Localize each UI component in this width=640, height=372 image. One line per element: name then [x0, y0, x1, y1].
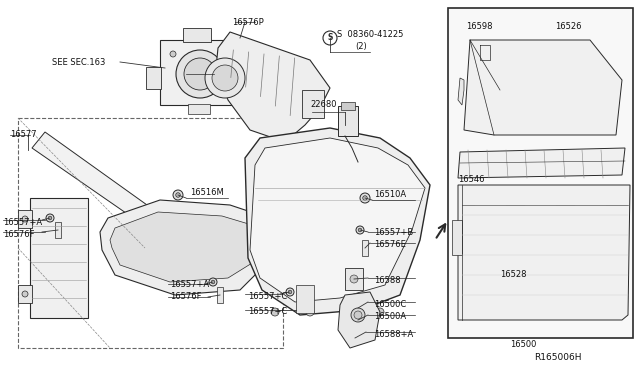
Polygon shape	[32, 132, 175, 240]
Bar	[217, 287, 223, 303]
Polygon shape	[216, 32, 330, 142]
Bar	[30, 198, 88, 318]
Text: 16516M: 16516M	[190, 188, 224, 197]
Polygon shape	[458, 185, 630, 320]
Bar	[18, 118, 283, 348]
Circle shape	[341, 308, 349, 316]
Text: 16500A: 16500A	[374, 312, 406, 321]
Text: 16576E: 16576E	[374, 240, 406, 249]
Polygon shape	[464, 40, 622, 135]
Text: 16577: 16577	[10, 130, 36, 139]
Text: R165006H: R165006H	[534, 353, 582, 362]
Circle shape	[356, 226, 364, 234]
Text: S: S	[327, 33, 333, 42]
Circle shape	[358, 228, 362, 232]
Text: 16557+C: 16557+C	[248, 292, 287, 301]
Circle shape	[363, 196, 367, 200]
Bar	[452, 220, 462, 255]
Text: S  08360-41225: S 08360-41225	[337, 30, 403, 39]
Text: 16598: 16598	[466, 22, 493, 31]
Text: 22680: 22680	[310, 100, 337, 109]
Circle shape	[376, 308, 384, 316]
Circle shape	[306, 308, 314, 316]
Circle shape	[22, 291, 28, 297]
Circle shape	[286, 288, 294, 296]
Circle shape	[205, 58, 245, 98]
Circle shape	[271, 308, 279, 316]
Polygon shape	[245, 128, 430, 315]
Text: 16557+B: 16557+B	[374, 228, 413, 237]
Circle shape	[22, 216, 28, 222]
Circle shape	[354, 311, 362, 319]
Circle shape	[48, 216, 52, 220]
Bar	[338, 106, 358, 136]
Polygon shape	[100, 200, 280, 295]
Polygon shape	[338, 292, 380, 348]
Circle shape	[170, 51, 176, 57]
Circle shape	[46, 214, 54, 222]
Bar	[160, 40, 235, 105]
Circle shape	[209, 278, 217, 286]
Text: 16557+A: 16557+A	[170, 280, 209, 289]
Bar	[302, 90, 324, 118]
Circle shape	[212, 65, 238, 91]
Circle shape	[176, 193, 180, 197]
Circle shape	[350, 275, 358, 283]
Text: 16576F: 16576F	[170, 292, 202, 301]
Text: SEE SEC.163: SEE SEC.163	[52, 58, 106, 67]
Circle shape	[211, 280, 215, 284]
Text: 16557+C: 16557+C	[248, 307, 287, 316]
Bar	[188, 104, 210, 114]
Text: 16500C: 16500C	[374, 300, 406, 309]
Text: 16576P: 16576P	[232, 18, 264, 27]
Bar	[18, 210, 32, 228]
Text: 16500: 16500	[510, 340, 536, 349]
Polygon shape	[458, 78, 464, 105]
Text: 16588+A: 16588+A	[374, 330, 413, 339]
Bar	[448, 8, 633, 338]
Circle shape	[288, 290, 292, 294]
Circle shape	[223, 89, 229, 95]
Circle shape	[351, 308, 365, 322]
Circle shape	[360, 193, 370, 203]
Text: (2): (2)	[355, 42, 367, 51]
Bar	[341, 102, 355, 110]
Text: 16588: 16588	[374, 276, 401, 285]
Text: 16576F: 16576F	[3, 230, 35, 239]
Bar	[18, 285, 32, 303]
Circle shape	[173, 190, 183, 200]
Text: 16557+A: 16557+A	[3, 218, 42, 227]
Bar	[362, 240, 368, 256]
Circle shape	[176, 50, 224, 98]
Bar	[345, 268, 363, 290]
Polygon shape	[110, 212, 265, 282]
Bar	[296, 285, 314, 313]
Bar	[146, 67, 161, 89]
Polygon shape	[458, 148, 625, 178]
Circle shape	[323, 31, 337, 45]
Bar	[55, 222, 61, 238]
Text: 16510A: 16510A	[374, 190, 406, 199]
Text: 16528: 16528	[500, 270, 527, 279]
Text: 16546: 16546	[458, 175, 484, 184]
Circle shape	[184, 58, 216, 90]
Polygon shape	[250, 138, 425, 302]
Bar	[183, 28, 211, 42]
Text: 16526: 16526	[555, 22, 582, 31]
